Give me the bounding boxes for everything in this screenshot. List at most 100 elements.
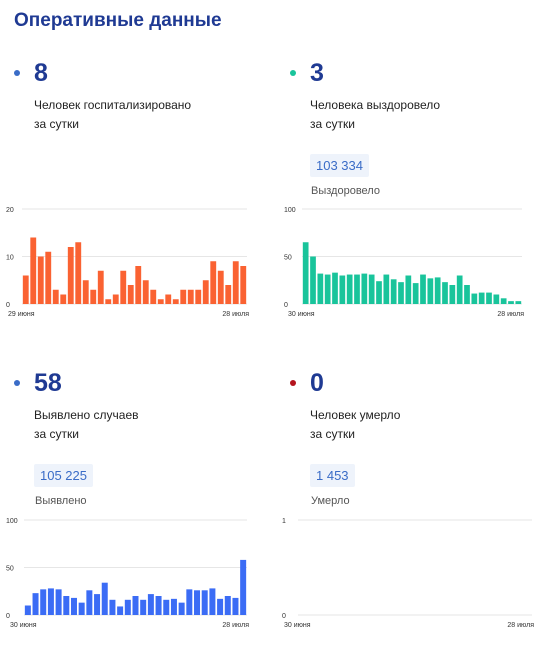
bar — [45, 251, 52, 304]
bar — [147, 594, 154, 615]
x-end-label: 28 июля — [507, 622, 534, 629]
bar — [135, 266, 142, 304]
detected-chart: 0 50 100 30 июня 28 июля — [6, 518, 249, 629]
bar — [70, 597, 77, 615]
indicator-dot — [14, 70, 20, 76]
card-label-line1: Человек умерло — [310, 408, 401, 422]
bar — [383, 274, 390, 304]
bar — [94, 594, 101, 615]
bar — [346, 274, 353, 304]
bar — [24, 605, 31, 615]
y-tick-label: 0 — [6, 613, 10, 620]
bar — [142, 280, 149, 304]
bar — [324, 274, 331, 304]
deaths-chart: 0 1 30 июня 28 июля — [282, 518, 534, 629]
card-label: Человек госпитализировано за сутки — [34, 96, 234, 134]
bar — [434, 277, 441, 304]
bar — [210, 261, 217, 304]
bar — [120, 270, 127, 304]
bar — [508, 301, 514, 304]
recovered-chart: 0 50 100 30 июня 28 июля — [284, 207, 524, 318]
bar — [52, 289, 59, 304]
bar — [47, 588, 54, 615]
bar — [317, 273, 324, 304]
bar — [361, 273, 368, 304]
y-tick-label: 0 — [284, 302, 288, 309]
bar — [155, 596, 162, 615]
y-tick-label: 1 — [282, 518, 286, 525]
bar — [124, 599, 131, 615]
x-end-label: 28 июля — [222, 622, 249, 629]
page-title: Оперативные данные — [14, 10, 222, 31]
bar — [157, 299, 164, 304]
bar — [109, 599, 116, 615]
bar — [30, 237, 37, 304]
bar — [187, 289, 194, 304]
total-caption: Выздоровело — [311, 185, 380, 197]
bar — [420, 274, 426, 304]
bar — [170, 598, 177, 615]
bar — [165, 294, 172, 304]
bar — [194, 590, 201, 615]
bar — [37, 256, 44, 304]
card-deaths: 0 Человек умерло за сутки 1 453 Умерло — [290, 368, 540, 668]
total-caption: Выявлено — [35, 495, 87, 507]
total-box: 105 225 Выявлено — [34, 464, 104, 507]
bar — [172, 299, 179, 304]
total-box: 103 334 Выздоровело — [310, 154, 380, 197]
bar — [55, 589, 62, 615]
bar — [500, 298, 507, 304]
total-value: 105 225 — [34, 464, 93, 487]
bar — [97, 270, 104, 304]
daily-value: 0 — [310, 369, 324, 397]
bar — [86, 590, 93, 615]
bar — [60, 294, 67, 304]
bar — [302, 242, 309, 304]
bar — [127, 285, 134, 304]
bar — [310, 256, 316, 304]
x-start-label: 30 июня — [284, 622, 311, 629]
y-tick-label: 10 — [6, 255, 14, 262]
hospitalized-chart: 0 10 20 29 июня 28 июля — [6, 207, 249, 318]
bar — [232, 597, 239, 615]
y-tick-label: 20 — [6, 207, 14, 214]
card-label: Человек умерло за сутки — [310, 406, 510, 444]
daily-value: 58 — [34, 369, 62, 397]
card-label-line2: за сутки — [34, 117, 79, 131]
bar — [493, 294, 500, 304]
bar — [471, 293, 478, 304]
bar — [224, 596, 231, 615]
bar — [105, 299, 112, 304]
bar — [486, 292, 492, 304]
card-label-line2: за сутки — [310, 427, 355, 441]
bar — [90, 289, 97, 304]
y-tick-label: 100 — [284, 207, 296, 214]
x-start-label: 29 июня — [8, 311, 35, 318]
bar — [232, 261, 239, 304]
bar — [478, 292, 485, 304]
card-label-line2: за сутки — [34, 427, 79, 441]
bar — [217, 270, 224, 304]
bar — [368, 274, 375, 304]
bar — [78, 602, 85, 615]
total-caption: Умерло — [311, 495, 350, 507]
bar — [101, 582, 108, 615]
bar — [201, 590, 208, 615]
bar — [209, 588, 216, 615]
card-label: Человека выздоровело за сутки — [310, 96, 510, 134]
bar — [150, 289, 157, 304]
daily-value: 8 — [34, 59, 48, 87]
card-hospitalized: 8 Человек госпитализировано за сутки — [14, 58, 264, 358]
total-value: 103 334 — [310, 154, 369, 177]
total-value: 1 453 — [310, 464, 355, 487]
bar — [405, 275, 412, 304]
bar — [75, 242, 82, 304]
bar — [412, 283, 419, 304]
indicator-dot — [290, 70, 296, 76]
card-label-line2: за сутки — [310, 117, 355, 131]
bar — [195, 289, 202, 304]
bar — [67, 247, 74, 304]
indicator-dot — [290, 380, 296, 386]
bar — [217, 598, 224, 615]
bar — [390, 279, 397, 304]
